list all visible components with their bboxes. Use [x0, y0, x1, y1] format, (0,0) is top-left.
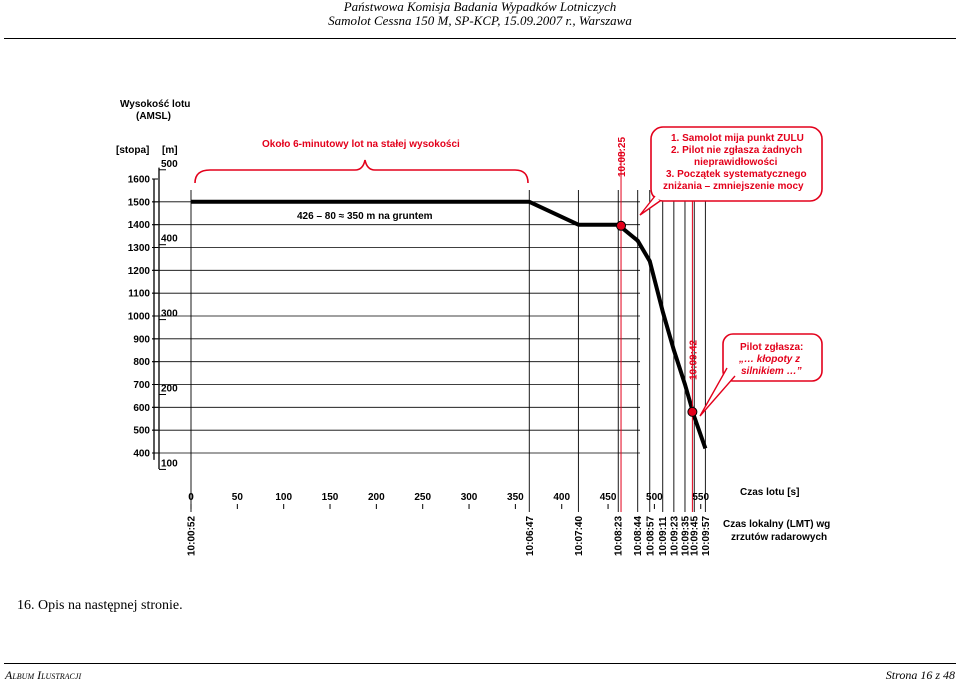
ft-tick-label: 800 — [133, 357, 150, 368]
m-tick-label: 200 — [161, 384, 178, 395]
annotation-box-1-line: 3. Początek systematycznego — [666, 169, 807, 180]
annotations-layer: Około 6-minutowy lot na stałej wysokości… — [194, 126, 823, 417]
x-tick-label: 100 — [275, 492, 292, 503]
x-axis2-title-line1: Czas lokalny (LMT) wg — [723, 519, 830, 530]
time-label: 10:09:57 — [701, 516, 712, 556]
time-label: 10:09:23 — [669, 516, 680, 556]
series-layer — [191, 199, 708, 450]
chart-title-line2: (AMSL) — [136, 111, 171, 122]
x-tick-label: 250 — [414, 492, 431, 503]
ft-tick-label: 1000 — [128, 312, 151, 323]
time-label: 10:08:44 — [633, 516, 644, 556]
m-tick-label: 300 — [161, 309, 178, 320]
time-label: 10:09:11 — [658, 516, 669, 556]
annotation-box-2-line: „… kłopoty z — [738, 354, 800, 365]
annotation-box-1-line: zniżania – zmniejszenie mocy — [663, 181, 804, 192]
x-tick-label: 300 — [461, 492, 478, 503]
marker-point — [616, 220, 627, 231]
annotation-box-1-line: nieprawidłowości — [694, 157, 778, 168]
x-axis2-title-line2: zrzutów radarowych — [731, 532, 827, 543]
x-tick-label: 450 — [600, 492, 617, 503]
footer-rule — [4, 663, 956, 664]
m-tick-label: 400 — [161, 234, 178, 245]
header-subtitle: Samolot Cessna 150 M, SP-KCP, 15.09.2007… — [328, 13, 632, 28]
annotation-box-2-line: silnikiem …” — [741, 366, 802, 377]
x-tick-label: 500 — [646, 492, 663, 503]
ft-tick-label: 1400 — [128, 220, 151, 231]
x-tick-label: 200 — [368, 492, 385, 503]
ft-tick-label: 500 — [133, 426, 150, 437]
annotation-box-1-pointer — [639, 195, 661, 216]
x-axis-title: Czas lotu [s] — [740, 487, 799, 498]
marker-point — [687, 406, 698, 417]
footer-album: Album Ilustracji — [5, 668, 82, 682]
ft-tick-label: 1300 — [128, 243, 151, 254]
m-tick-label: 500 — [161, 159, 178, 170]
time-label: 10:07:40 — [574, 516, 585, 556]
x-tick-label: 550 — [692, 492, 709, 503]
x-tick-label: 50 — [232, 492, 244, 503]
x-tick-label: 400 — [553, 492, 570, 503]
axis-layer: 400 500 600 700 800 900 1000 1100 1200 1300 1400 15… — [116, 99, 830, 543]
altitude-profile-line — [191, 199, 708, 450]
x-tick-label: 150 — [322, 492, 339, 503]
marker-time-label: 10:08:25 — [617, 137, 628, 177]
time-label: 10:09:45 — [690, 516, 701, 556]
marker-time-label: 10:09:42 — [688, 340, 699, 380]
m-tick-label: 100 — [161, 458, 178, 469]
annotation-box-2-line: Pilot zgłasza: — [740, 342, 803, 353]
ft-tick-label: 900 — [133, 334, 150, 345]
y-label-m: [m] — [162, 145, 178, 156]
annotation-box-2 — [722, 333, 823, 382]
ft-tick-label: 400 — [133, 449, 150, 460]
annotation-box-1 — [650, 126, 823, 202]
time-lines-layer: 10:00:52 10:06:47 10:07:40 10:08:23 10:08:44… — [187, 190, 712, 556]
x-tick-label: 350 — [507, 492, 524, 503]
six-minute-brace — [194, 159, 529, 184]
y-label-ft: [stopa] — [116, 145, 149, 156]
time-label: 10:00:52 — [187, 516, 198, 556]
altitude-note: 426 – 80 ≈ 350 m na gruntem — [297, 211, 433, 222]
ft-tick-label: 1600 — [128, 175, 151, 186]
altitude-profile-chart: 400 500 600 700 800 900 1000 1100 1200 1300 1400 15… — [116, 99, 830, 556]
footer-page: Strona 16 z 48 — [885, 668, 955, 682]
annotation-box-1-line: 1. Samolot mija punkt ZULU — [671, 133, 804, 144]
header-title: Państwowa Komisja Badania Wypadków Lotni… — [343, 0, 617, 14]
ft-tick-label: 600 — [133, 403, 150, 414]
chart-title-line1: Wysokość lotu — [120, 99, 190, 110]
annotation-box-2-pointer — [699, 367, 736, 417]
figure-caption: 16. Opis na następnej stronie. — [17, 598, 183, 613]
header-rule — [4, 38, 956, 39]
time-label: 10:08:57 — [645, 516, 656, 556]
annotation-box-1-line: 2. Pilot nie zgłasza żadnych — [671, 145, 802, 156]
time-label: 10:09:35 — [680, 516, 691, 556]
time-label: 10:06:47 — [525, 516, 536, 556]
time-label: 10:08:23 — [614, 516, 625, 556]
ft-tick-label: 700 — [133, 380, 150, 391]
six-minute-label: Około 6-minutowy lot na stałej wysokości — [262, 139, 460, 150]
ft-tick-label: 1100 — [128, 289, 150, 300]
ft-tick-label: 1500 — [128, 197, 151, 208]
markers-layer: 10:08:25 10:09:42 — [616, 137, 699, 512]
grid-layer — [152, 201, 640, 454]
ft-tick-label: 1200 — [128, 266, 151, 277]
